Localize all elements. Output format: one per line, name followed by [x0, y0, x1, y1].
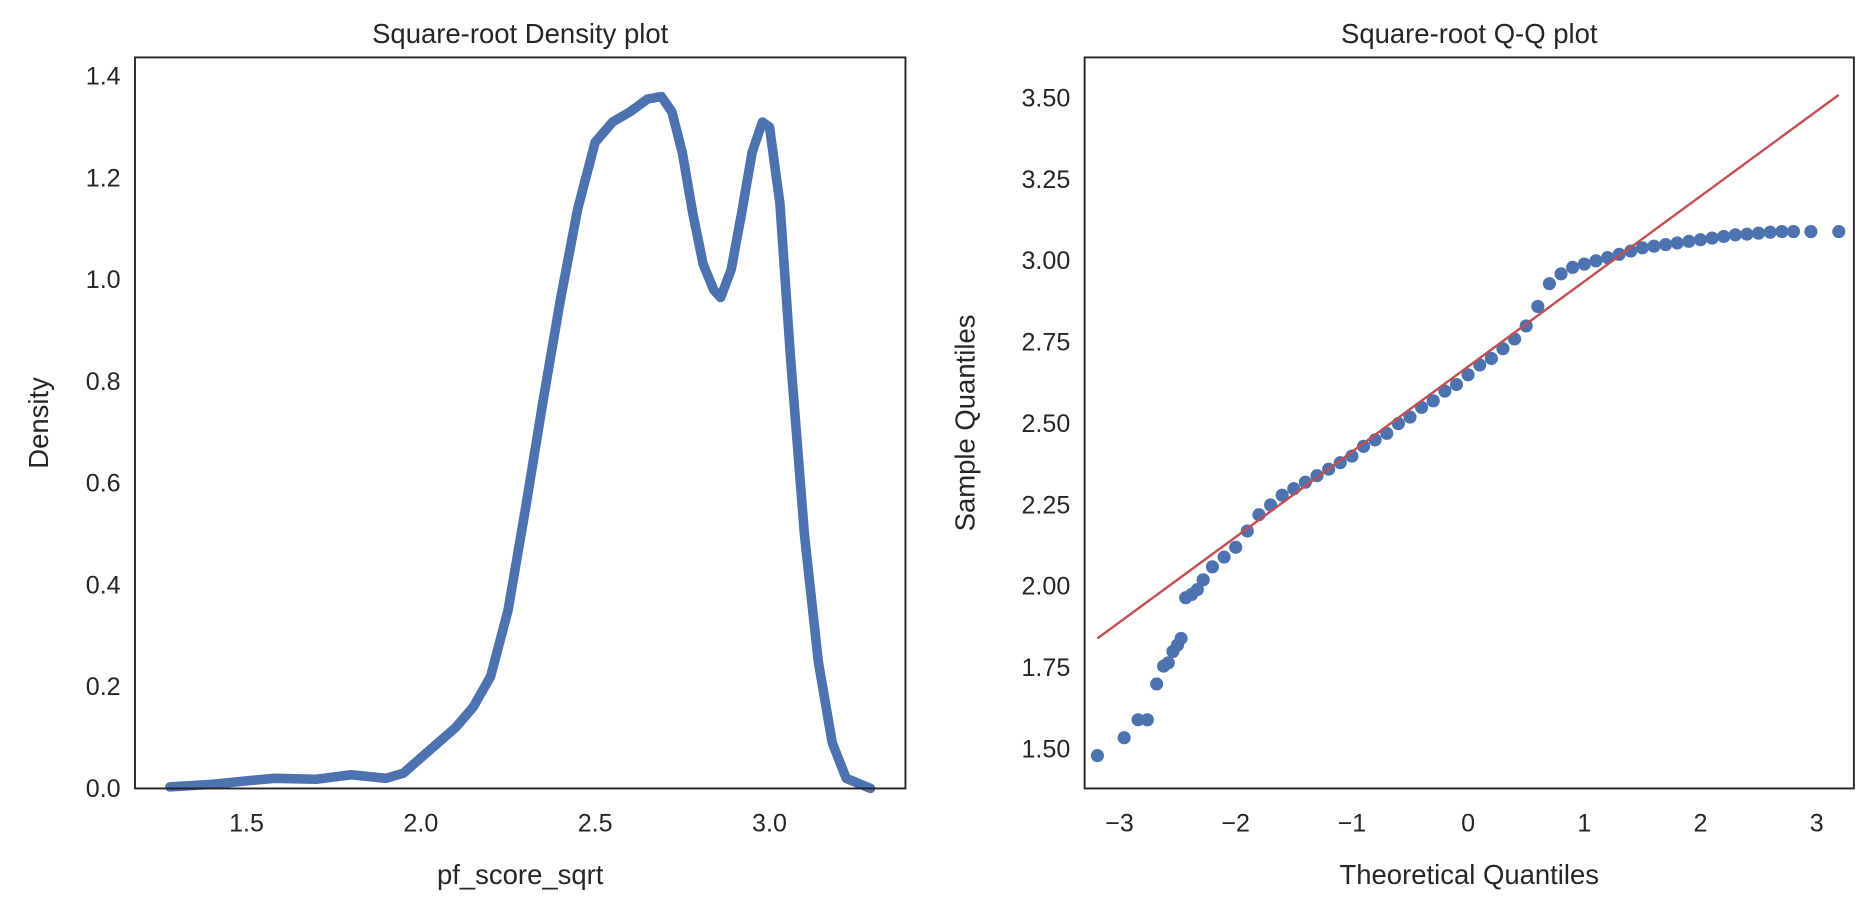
qq-point — [1693, 233, 1708, 247]
qq-plot-title: Square-root Q-Q plot — [1341, 18, 1598, 49]
y-tick-label: 3.25 — [1021, 166, 1070, 194]
qq-point — [1298, 475, 1312, 489]
qq-point — [1763, 225, 1777, 239]
qq-point — [1090, 749, 1104, 763]
x-tick-label: 2.5 — [578, 809, 613, 837]
qq-point — [1786, 224, 1801, 239]
qq-point — [1229, 540, 1243, 554]
qq-point — [1150, 677, 1164, 691]
y-tick-label: 0.0 — [86, 775, 121, 803]
qq-point — [1496, 342, 1510, 356]
qq-point — [1566, 260, 1580, 274]
qq-point — [1670, 236, 1684, 250]
qq-point — [1635, 241, 1649, 255]
qq-point — [1508, 332, 1522, 346]
y-tick-label: 0.2 — [86, 673, 121, 701]
qq-point — [1196, 573, 1210, 587]
x-tick-label: 1.5 — [229, 809, 264, 837]
qq-point — [1484, 351, 1498, 366]
qq-point — [1717, 229, 1731, 244]
y-tick-label: 0.4 — [86, 571, 121, 599]
y-tick-label: 2.00 — [1021, 573, 1070, 601]
qq-point — [1438, 384, 1452, 398]
density-plot-axes: Square-root Density plot pf_score_sqrt D… — [23, 18, 907, 890]
qq-point — [1589, 254, 1603, 268]
density-curve — [165, 91, 876, 794]
qq-x-axis-label: Theoretical Quantiles — [1339, 859, 1599, 890]
x-tick-label: 3.0 — [752, 809, 787, 837]
qq-plot-axes: Square-root Q-Q plot Theoretical Quantil… — [950, 18, 1855, 890]
qq-reference-line — [1096, 93, 1840, 640]
x-tick-label: −3 — [1105, 809, 1134, 837]
x-tick-label: 2.0 — [403, 809, 438, 837]
qq-point — [1161, 656, 1175, 670]
qq-point — [1659, 238, 1673, 252]
qq-point — [1752, 226, 1766, 240]
qq-point — [1531, 299, 1545, 313]
qq-point — [1461, 368, 1475, 382]
qq-point — [1217, 550, 1231, 564]
qq-point — [1205, 560, 1220, 574]
qq-point — [1131, 713, 1145, 727]
y-tick-label: 2.50 — [1021, 410, 1070, 438]
qq-point — [1804, 224, 1818, 239]
qq-point — [1705, 231, 1719, 245]
y-tick-label: 1.50 — [1021, 735, 1070, 763]
qq-point — [1275, 488, 1289, 502]
qq-point — [1426, 394, 1440, 408]
qq-point — [1740, 227, 1754, 241]
qq-point — [1190, 583, 1204, 597]
qq-point — [1728, 228, 1742, 242]
y-tick-label: 1.0 — [86, 266, 121, 294]
y-tick-label: 0.6 — [86, 470, 121, 498]
density-plot-title: Square-root Density plot — [372, 18, 669, 49]
qq-point — [1174, 631, 1188, 645]
x-tick-label: −2 — [1221, 809, 1250, 837]
y-tick-label: 3.00 — [1021, 247, 1070, 275]
qq-point — [1624, 244, 1638, 258]
density-x-axis-label: pf_score_sqrt — [437, 859, 604, 890]
density-plot-frame — [134, 56, 907, 790]
qq-point — [1554, 267, 1568, 281]
x-tick-label: 3 — [1810, 809, 1824, 837]
x-tick-label: 0 — [1461, 809, 1475, 837]
x-tick-label: 1 — [1577, 809, 1591, 837]
density-y-axis-label: Density — [23, 377, 54, 469]
y-tick-label: 2.75 — [1021, 329, 1070, 357]
qq-point — [1356, 439, 1371, 453]
y-tick-label: 3.50 — [1021, 84, 1070, 112]
qq-point — [1449, 377, 1464, 392]
x-tick-label: 2 — [1694, 809, 1708, 837]
qq-point — [1647, 239, 1661, 253]
y-tick-label: 1.75 — [1021, 654, 1070, 682]
qq-point — [1682, 234, 1696, 248]
qq-point — [1775, 224, 1789, 239]
qq-point — [1140, 713, 1154, 727]
qq-y-axis-label: Sample Quantiles — [950, 315, 981, 532]
qq-point — [1832, 224, 1846, 239]
y-tick-label: 2.25 — [1021, 491, 1070, 519]
y-tick-label: 1.2 — [86, 164, 121, 192]
qq-point — [1117, 731, 1131, 745]
qq-point — [1240, 524, 1254, 538]
qq-point — [1403, 410, 1417, 424]
y-tick-label: 1.4 — [86, 63, 121, 91]
x-tick-label: −1 — [1338, 809, 1367, 837]
qq-point — [1542, 277, 1557, 291]
qq-point — [1577, 257, 1591, 271]
y-tick-label: 0.8 — [86, 368, 121, 396]
qq-plot-frame — [1083, 56, 1855, 790]
